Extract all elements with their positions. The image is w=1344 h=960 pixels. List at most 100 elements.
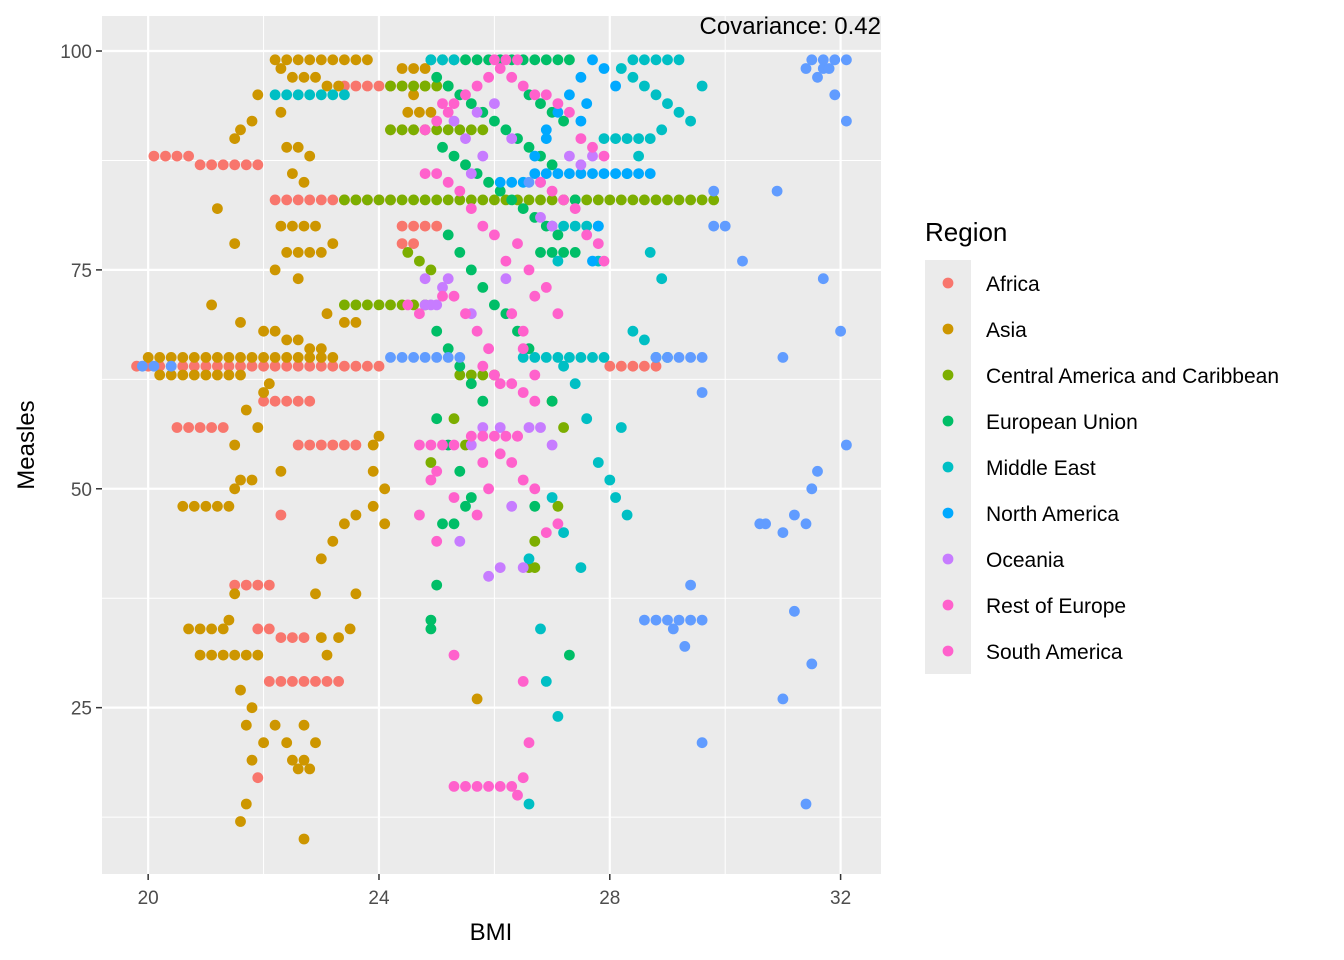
data-point	[506, 378, 518, 390]
data-point	[235, 124, 246, 136]
legend-label: Middle East	[986, 457, 1096, 480]
data-point	[333, 80, 344, 92]
data-point	[321, 308, 333, 320]
data-point	[431, 124, 443, 136]
data-point	[558, 422, 569, 433]
data-point	[454, 465, 466, 477]
data-point	[448, 492, 460, 503]
data-point	[437, 290, 448, 302]
data-point	[188, 360, 200, 372]
data-point	[517, 474, 529, 486]
data-point	[656, 124, 668, 136]
data-point	[275, 676, 287, 687]
data-point	[529, 150, 541, 162]
data-point	[627, 71, 639, 83]
legend-key	[942, 323, 954, 335]
data-point	[177, 352, 189, 363]
data-point	[806, 483, 818, 495]
data-point	[362, 194, 373, 206]
data-point	[489, 115, 500, 127]
data-point	[454, 360, 466, 372]
data-point	[246, 115, 258, 127]
data-point	[212, 500, 223, 512]
data-point	[229, 579, 241, 591]
data-point	[471, 693, 483, 705]
data-point	[431, 352, 443, 363]
data-point	[494, 185, 506, 197]
data-point	[442, 229, 454, 241]
data-point	[477, 282, 489, 293]
data-point	[477, 430, 489, 442]
data-point	[552, 98, 564, 109]
data-point	[477, 124, 489, 136]
data-point	[252, 623, 264, 635]
data-point	[269, 395, 281, 407]
data-point	[448, 290, 460, 302]
data-point	[275, 509, 287, 521]
data-point	[494, 176, 506, 188]
data-point	[235, 317, 246, 328]
data-point	[598, 255, 610, 267]
legend-label: Oceania	[986, 549, 1065, 572]
data-point	[529, 562, 541, 573]
data-point	[154, 352, 166, 363]
data-point	[552, 352, 564, 363]
data-point	[460, 308, 471, 320]
data-point	[639, 614, 650, 626]
data-point	[569, 220, 581, 232]
data-point	[615, 422, 627, 433]
data-point	[327, 89, 339, 101]
x-tick-label: 28	[599, 888, 620, 909]
data-point	[529, 369, 541, 381]
data-point	[442, 194, 454, 206]
data-point	[558, 220, 569, 232]
plot-panel	[102, 16, 881, 874]
data-point	[558, 527, 569, 538]
data-point	[610, 133, 621, 145]
data-point	[483, 71, 494, 83]
data-point	[177, 500, 189, 512]
data-point	[558, 360, 569, 372]
data-point	[396, 124, 408, 136]
data-point	[269, 719, 281, 731]
data-point	[477, 395, 489, 407]
data-point	[569, 203, 581, 215]
data-point	[708, 194, 720, 206]
data-point	[425, 623, 437, 635]
data-point	[552, 518, 564, 530]
data-point	[708, 220, 720, 232]
data-point	[292, 439, 304, 451]
data-point	[229, 483, 241, 495]
data-point	[448, 439, 460, 451]
data-point	[529, 483, 541, 495]
data-point	[841, 115, 852, 127]
data-point	[292, 273, 304, 285]
data-point	[639, 80, 650, 92]
data-point	[685, 614, 696, 626]
data-point	[292, 141, 304, 153]
data-point	[506, 71, 518, 83]
data-point	[598, 352, 610, 363]
data-point	[454, 185, 466, 197]
data-point	[817, 54, 829, 66]
data-point	[275, 465, 287, 477]
data-point	[552, 711, 564, 722]
data-point	[546, 247, 558, 258]
data-point	[477, 457, 489, 468]
legend: Africa Asia Central America and Caribbean E…	[942, 273, 1279, 664]
data-point	[483, 781, 494, 792]
data-point	[194, 623, 206, 635]
data-point	[310, 71, 321, 83]
data-point	[442, 176, 454, 188]
data-point	[489, 229, 500, 241]
y-tick-label: 25	[71, 699, 92, 720]
data-point	[841, 54, 852, 66]
data-point	[621, 133, 633, 145]
data-point	[500, 430, 512, 442]
data-point	[540, 89, 552, 101]
data-point	[425, 474, 437, 486]
data-point	[598, 168, 610, 180]
data-point	[477, 422, 489, 433]
data-point	[644, 168, 656, 180]
data-point	[304, 395, 316, 407]
